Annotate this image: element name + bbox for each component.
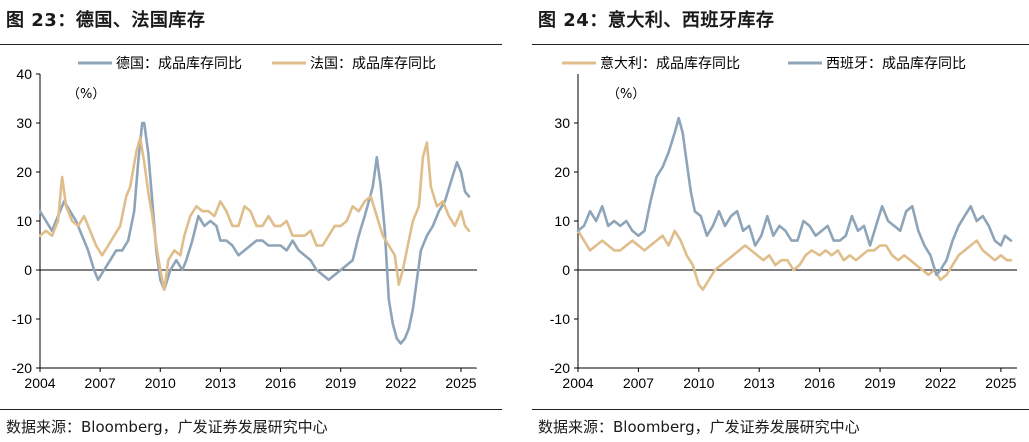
y-tick-label: 20 <box>16 164 32 180</box>
legend-item: 意大利：成品库存同比 <box>562 55 740 72</box>
x-tick-label: 2004 <box>562 375 593 391</box>
x-tick-label: 2007 <box>85 375 116 391</box>
y-tick-label: 10 <box>16 213 32 229</box>
y-tick-label: 10 <box>554 213 570 229</box>
x-tick-label: 2013 <box>744 375 775 391</box>
y-tick-label: 30 <box>16 115 32 131</box>
chart-title: 图 24：意大利、西班牙库存 <box>538 10 775 31</box>
legend-item: 西班牙：成品库存同比 <box>788 56 966 72</box>
y-tick-label: -10 <box>12 311 32 327</box>
title-rule <box>0 44 502 45</box>
series-line-0 <box>576 229 1013 291</box>
x-tick-label: 2016 <box>265 375 296 391</box>
y-tick-label: -20 <box>12 360 32 376</box>
legend-label: 法国：成品库存同比 <box>310 56 436 72</box>
legend-label: 西班牙：成品库存同比 <box>826 56 966 72</box>
x-tick-label: 2019 <box>864 375 895 391</box>
unit-label: （%） <box>607 87 645 102</box>
x-tick-label: 2004 <box>24 375 55 391</box>
x-tick-label: 2022 <box>385 375 416 391</box>
y-tick-label: 40 <box>16 66 32 82</box>
chart-title: 图 23：德国、法国库存 <box>6 10 206 31</box>
y-tick-label: 0 <box>24 262 32 278</box>
chart-panel-right: 图 24：意大利、西班牙库存 30 20 10 0 -10 -20 2004 2007 2010… <box>532 0 1029 442</box>
y-tick-label: 20 <box>554 164 570 180</box>
legend-item: 法国：成品库存同比 <box>272 56 436 72</box>
x-tick-label: 2025 <box>445 375 476 391</box>
series-line-0 <box>38 121 471 345</box>
legend-item: 德国：成品库存同比 <box>78 56 242 72</box>
legend-label: 意大利：成品库存同比 <box>600 55 740 72</box>
y-tick-label: 30 <box>554 115 570 131</box>
y-tick-label: 0 <box>562 262 570 278</box>
legend-label: 德国：成品库存同比 <box>116 56 242 72</box>
chart-source: 数据来源：Bloomberg，广发证券发展研究中心 <box>538 418 860 436</box>
series-line-1 <box>576 116 1013 277</box>
x-tick-label: 2010 <box>145 375 176 391</box>
x-tick-label: 2019 <box>325 375 356 391</box>
y-tick-label: -10 <box>550 311 570 327</box>
title-rule <box>532 44 1029 45</box>
chart-source: 数据来源：Bloomberg，广发证券发展研究中心 <box>6 418 328 436</box>
source-rule <box>0 409 502 410</box>
series-line-1 <box>38 136 471 291</box>
source-rule <box>532 409 1029 410</box>
x-tick-label: 2025 <box>985 375 1016 391</box>
x-tick-label: 2013 <box>205 375 236 391</box>
unit-label: （%） <box>67 87 105 102</box>
x-tick-label: 2016 <box>804 375 835 391</box>
chart-panel-left: 图 23：德国、法国库存 40 30 20 10 0 -10 -20 2004 2007 2010… <box>0 0 502 442</box>
y-tick-label: -20 <box>550 360 570 376</box>
x-tick-label: 2010 <box>683 375 714 391</box>
x-tick-label: 2007 <box>623 375 654 391</box>
x-tick-label: 2022 <box>925 375 956 391</box>
